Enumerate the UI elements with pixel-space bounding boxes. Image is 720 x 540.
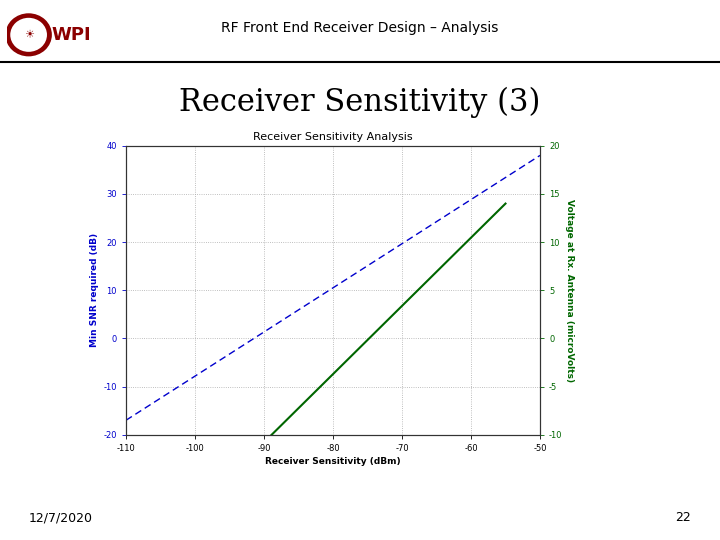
Text: WPI: WPI (52, 26, 91, 44)
Title: Receiver Sensitivity Analysis: Receiver Sensitivity Analysis (253, 132, 413, 142)
Circle shape (5, 14, 52, 56)
Text: Receiver Sensitivity (3): Receiver Sensitivity (3) (179, 87, 541, 118)
Circle shape (10, 18, 47, 52)
Text: 22: 22 (675, 511, 691, 524)
Text: 12/7/2020: 12/7/2020 (29, 511, 93, 524)
Y-axis label: Voltage at Rx. Antenna (microVolts): Voltage at Rx. Antenna (microVolts) (564, 199, 574, 382)
X-axis label: Receiver Sensitivity (dBm): Receiver Sensitivity (dBm) (265, 457, 401, 466)
Text: RF Front End Receiver Design – Analysis: RF Front End Receiver Design – Analysis (221, 22, 499, 35)
Text: ☀: ☀ (24, 30, 34, 40)
Y-axis label: Min SNR required (dB): Min SNR required (dB) (90, 233, 99, 347)
